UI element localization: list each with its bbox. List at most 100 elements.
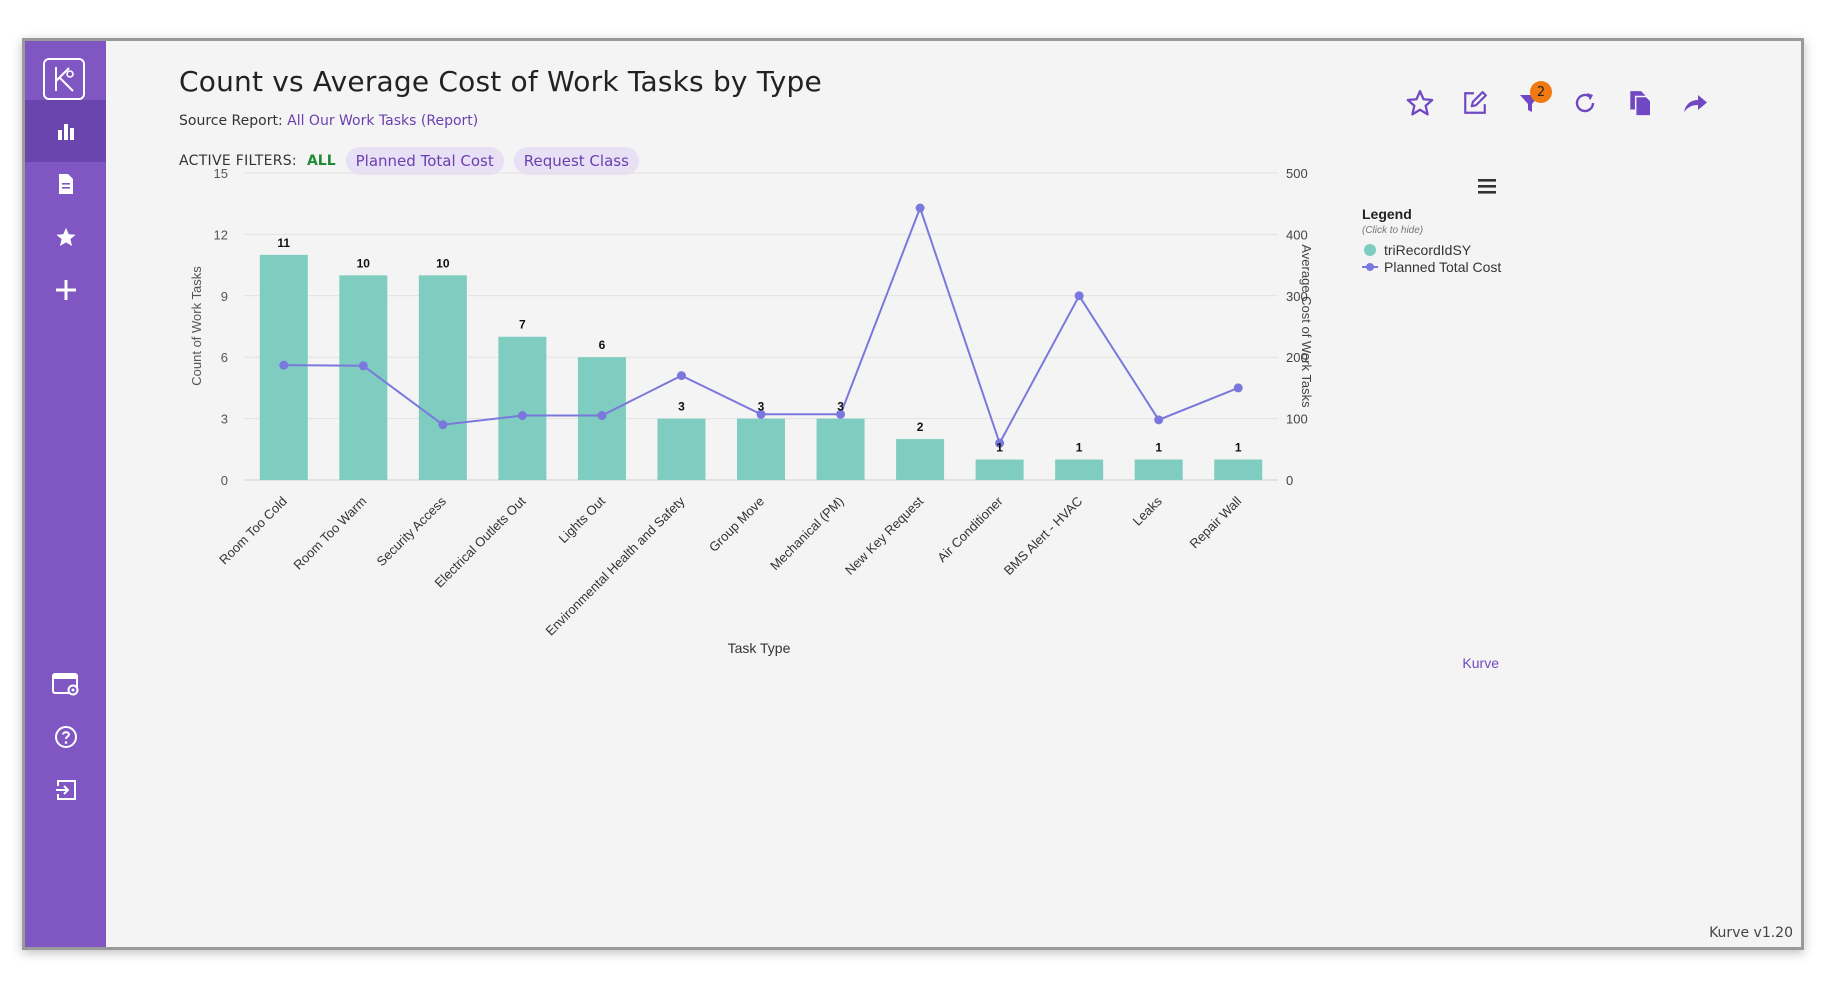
filter-button[interactable]: 2 <box>1512 81 1552 121</box>
y2-tick-label: 300 <box>1286 289 1308 304</box>
active-filters: ACTIVE FILTERS: ALL Planned Total Cost R… <box>179 147 649 175</box>
star-icon <box>55 227 76 246</box>
bar[interactable] <box>1055 459 1104 480</box>
bar-data-label: 1 <box>1155 441 1162 455</box>
refresh-icon <box>1575 93 1595 113</box>
bar[interactable] <box>896 439 945 480</box>
line-point[interactable] <box>915 203 925 213</box>
line-point[interactable] <box>517 411 527 421</box>
bar[interactable] <box>816 418 865 480</box>
bar[interactable] <box>657 418 706 480</box>
page-title: Count vs Average Cost of Work Tasks by T… <box>179 65 822 98</box>
bar-chart-icon <box>57 124 74 140</box>
x-axis-label: Task Type <box>728 640 791 656</box>
refresh-button[interactable] <box>1567 85 1603 121</box>
x-tick-label: Group Move <box>706 494 767 555</box>
legend-item-bars[interactable]: triRecordIdSY <box>1364 242 1472 258</box>
legend: Legend (Click to hide) triRecordIdSY Pla… <box>1362 206 1501 275</box>
line-point[interactable] <box>597 411 607 421</box>
line-point[interactable] <box>438 420 448 430</box>
bar-data-label: 2 <box>917 420 924 434</box>
y2-tick-label: 400 <box>1286 227 1308 242</box>
y2-axis-label: Average Cost of Work Tasks <box>1299 244 1314 408</box>
source-label: Source Report: <box>179 113 283 129</box>
legend-subtitle: (Click to hide) <box>1362 225 1423 236</box>
bar[interactable] <box>1134 459 1183 480</box>
help-icon <box>54 726 77 748</box>
copy-button[interactable] <box>1622 85 1658 121</box>
source-report-link[interactable]: All Our Work Tasks (Report) <box>287 113 479 129</box>
x-tick-label: Environmental Health and Safety <box>543 493 688 638</box>
bar-data-label: 6 <box>599 338 606 352</box>
bar-data-label: 1 <box>996 441 1003 455</box>
bar[interactable] <box>418 275 467 480</box>
bar[interactable] <box>737 418 785 480</box>
app-window: Count vs Average Cost of Work Tasks by T… <box>22 38 1804 950</box>
line-point[interactable] <box>1233 383 1243 393</box>
bar[interactable] <box>1214 459 1263 480</box>
bar-data-label: 3 <box>678 400 685 414</box>
x-tick-label: Lights Out <box>556 493 609 546</box>
bar-data-label: 7 <box>519 318 526 332</box>
sidebar-item-favorites[interactable] <box>25 206 106 268</box>
chart-credit-link[interactable]: Kurve <box>1462 655 1499 671</box>
copy-icon <box>1630 91 1652 117</box>
share-icon <box>1684 95 1707 112</box>
bar-data-label: 3 <box>837 400 844 414</box>
line-point[interactable] <box>1074 291 1084 301</box>
active-filters-label: ACTIVE FILTERS: <box>179 153 297 169</box>
filter-chip-planned-total-cost[interactable]: Planned Total Cost <box>345 147 504 175</box>
x-tick-label: New Key Request <box>842 493 926 577</box>
bar[interactable] <box>975 459 1024 480</box>
sidebar-item-reports[interactable] <box>25 153 106 215</box>
y2-tick-label: 100 <box>1286 412 1308 427</box>
edit-button[interactable] <box>1457 85 1493 121</box>
hamburger-menu-icon[interactable] <box>1478 179 1496 194</box>
legend-item-line[interactable]: Planned Total Cost <box>1362 259 1501 275</box>
main-content: Count vs Average Cost of Work Tasks by T… <box>106 41 1801 947</box>
line-point[interactable] <box>1154 415 1164 425</box>
sidebar-item-help[interactable] <box>25 706 106 768</box>
line-point[interactable] <box>756 409 766 419</box>
y2-tick-label: 500 <box>1286 166 1308 181</box>
x-tick-label: Air Conditioner <box>934 493 1006 565</box>
y2-tick-label: 0 <box>1286 473 1293 488</box>
sidebar-item-dashboards[interactable] <box>25 100 106 162</box>
x-tick-label: Leaks <box>1130 493 1165 528</box>
filter-all[interactable]: ALL <box>306 153 336 169</box>
kurve-logo-icon[interactable] <box>43 58 85 100</box>
sidebar-item-settings[interactable] <box>25 653 106 715</box>
plus-icon <box>55 280 76 300</box>
x-tick-label: Electrical Outlets Out <box>432 493 529 590</box>
y-tick-label: 3 <box>221 412 228 427</box>
y2-tick-label: 200 <box>1286 350 1308 365</box>
bar-data-label: 10 <box>436 256 450 270</box>
bar-data-label: 1 <box>1076 441 1083 455</box>
bar-data-label: 11 <box>277 236 290 250</box>
share-button[interactable] <box>1677 85 1713 121</box>
x-tick-label: Repair Wall <box>1187 493 1245 551</box>
y-axis-label: Count of Work Tasks <box>189 266 204 386</box>
legend-label-line: Planned Total Cost <box>1384 259 1501 275</box>
filter-chip-request-class[interactable]: Request Class <box>513 147 639 175</box>
sidebar-item-add[interactable] <box>25 259 106 321</box>
y-tick-label: 6 <box>221 350 228 365</box>
favorite-button[interactable] <box>1402 85 1438 121</box>
line-point[interactable] <box>836 409 846 419</box>
line-point[interactable] <box>358 361 368 371</box>
bar-data-label: 10 <box>357 256 371 270</box>
y-tick-label: 12 <box>214 227 228 242</box>
bar[interactable] <box>498 336 547 480</box>
source-report: Source Report: All Our Work Tasks (Repor… <box>179 113 478 129</box>
bar-data-label: 3 <box>758 400 765 414</box>
x-tick-label: Security Access <box>373 493 449 569</box>
legend-label-bars: triRecordIdSY <box>1384 242 1472 258</box>
line-point[interactable] <box>676 371 686 381</box>
bar-data-label: 1 <box>1235 441 1242 455</box>
line-point[interactable] <box>279 360 289 370</box>
sidebar-item-logout[interactable] <box>25 759 106 821</box>
y-tick-label: 0 <box>221 473 228 488</box>
line-point[interactable] <box>995 438 1005 448</box>
document-icon <box>58 174 73 194</box>
